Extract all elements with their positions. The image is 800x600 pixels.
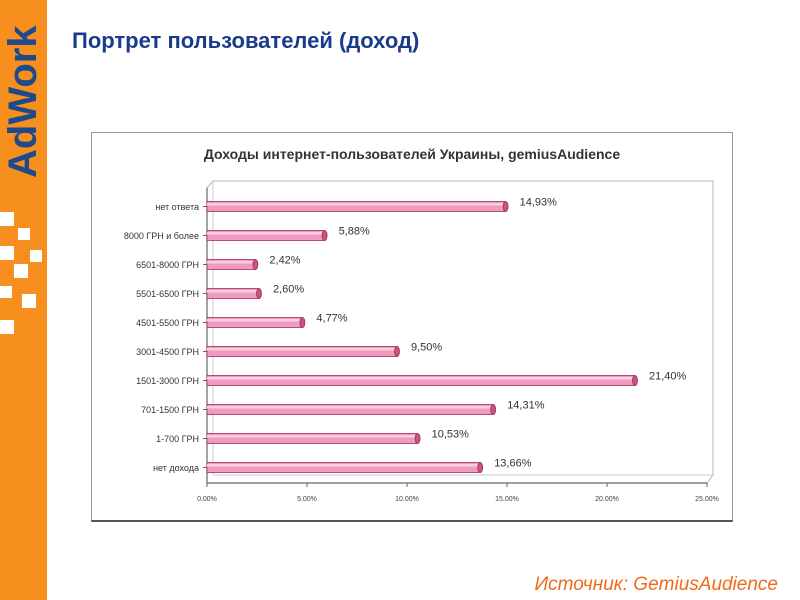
bar-end-cap <box>632 375 638 386</box>
value-label: 13,66% <box>494 458 532 470</box>
bar-end-cap <box>256 288 262 299</box>
bar-highlight <box>207 319 303 322</box>
category-label: 8000 ГРН и более <box>124 231 199 241</box>
adwork-logo: AdWork <box>1 25 45 178</box>
decor-square <box>30 250 42 262</box>
bar-highlight <box>207 377 635 380</box>
bar-end-cap <box>321 230 328 241</box>
chart-frame: Доходы интернет-пользователей Украины, g… <box>91 132 733 522</box>
bar-highlight <box>207 203 506 206</box>
value-label: 14,31% <box>507 400 545 412</box>
bar-end-cap <box>477 462 484 473</box>
logo-wordmark: AdWork <box>1 25 45 178</box>
value-label: 2,60% <box>273 284 304 296</box>
value-label: 21,40% <box>649 371 687 383</box>
bar-end-cap <box>414 433 421 444</box>
value-label: 4,77% <box>316 313 347 325</box>
bar-highlight <box>207 348 397 351</box>
decor-square <box>0 320 14 334</box>
brand-sidebar: AdWork <box>0 0 47 600</box>
bar-end-cap <box>502 201 509 212</box>
chart-title: Доходы интернет-пользователей Украины, g… <box>204 146 620 162</box>
category-label: 1-700 ГРН <box>156 434 199 444</box>
category-label: нет ответа <box>155 202 199 212</box>
bar-highlight <box>207 406 494 409</box>
x-tick-label: 20.00% <box>595 496 619 503</box>
category-label: нет дохода <box>153 463 199 473</box>
decor-square <box>14 264 28 278</box>
bar-end-cap <box>299 317 306 328</box>
x-tick-label: 25.00% <box>695 496 719 503</box>
value-label: 2,42% <box>269 255 300 267</box>
bar-end-cap <box>394 346 400 357</box>
decor-square <box>0 286 12 298</box>
category-label: 5501-6500 ГРН <box>136 289 199 299</box>
value-label: 9,50% <box>411 342 442 354</box>
category-label: 1501-3000 ГРН <box>136 376 199 386</box>
category-label: 701-1500 ГРН <box>141 405 199 415</box>
category-label: 6501-8000 ГРН <box>136 260 199 270</box>
x-tick-label: 0.00% <box>197 496 217 503</box>
slide-title: Портрет пользователей (доход) <box>72 28 420 53</box>
category-label: 4501-5500 ГРН <box>136 318 199 328</box>
value-label: 14,93% <box>520 197 558 209</box>
bar-highlight <box>207 464 481 467</box>
bar-highlight <box>207 290 259 293</box>
category-label: 3001-4500 ГРН <box>136 347 199 357</box>
bar-end-cap <box>490 404 497 415</box>
decor-square <box>0 246 14 260</box>
x-tick-label: 15.00% <box>495 496 519 503</box>
bar-end-cap <box>252 259 259 270</box>
bar-highlight <box>207 261 256 264</box>
x-tick-label: 5.00% <box>297 496 317 503</box>
decor-square <box>18 228 30 240</box>
bar-highlight <box>207 232 325 235</box>
bar-highlight <box>207 435 418 438</box>
source-note: Источник: GemiusAudience <box>534 574 779 595</box>
decor-square <box>0 212 14 226</box>
value-label: 5,88% <box>339 226 370 238</box>
income-bar-chart: Доходы интернет-пользователей Украины, g… <box>124 146 719 503</box>
decor-square <box>22 294 36 308</box>
value-label: 10,53% <box>432 429 470 441</box>
x-tick-label: 10.00% <box>395 496 419 503</box>
